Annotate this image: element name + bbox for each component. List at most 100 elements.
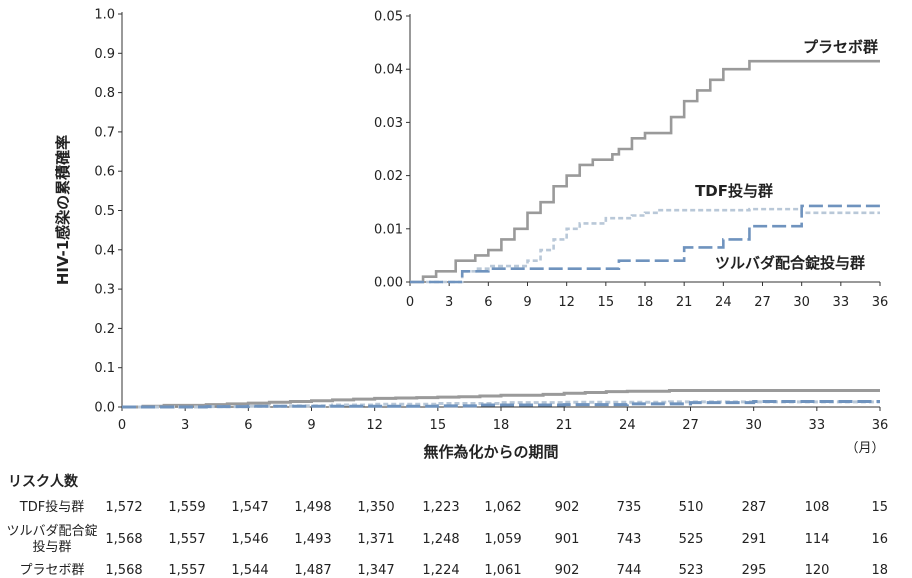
main-ytick-label: 0.0	[94, 401, 115, 416]
inset-ytick-label: 0.00	[374, 276, 403, 291]
risk-cell: 1,062	[484, 500, 521, 515]
inset-xtick-label: 6	[484, 295, 492, 310]
main-xtick-label: 30	[745, 418, 762, 433]
inset-ytick-label: 0.04	[374, 63, 403, 78]
main-y-ticks: 0.0 0.1 0.2 0.3 0.4 0.5 0.6 0.7 0.8 0.9 1.0	[94, 8, 122, 416]
inset-x-ticks: 0 3 6 9 12 15 18 21 24 27 30 33 36	[406, 282, 888, 310]
risk-cell: 1,546	[231, 532, 268, 547]
risk-rows: TDF投与群 1,572 1,559 1,547 1,498 1,350 1,223 1,06…	[6, 499, 888, 578]
risk-cell: 1,493	[294, 532, 331, 547]
series-label-tdf: TDF投与群	[695, 182, 773, 200]
main-ytick-label: 0.1	[94, 361, 115, 376]
risk-cell: 287	[742, 500, 767, 515]
main-ytick-label: 0.3	[94, 283, 115, 298]
risk-row-label: プラセボ群	[19, 563, 84, 578]
risk-cell: 1,572	[105, 500, 142, 515]
main-xtick-label: 21	[556, 418, 573, 433]
inset-xtick-label: 24	[715, 295, 732, 310]
inset-xtick-label: 27	[754, 295, 771, 310]
risk-cell: 523	[679, 563, 704, 578]
risk-cell: 1,350	[357, 500, 394, 515]
inset-ytick-label: 0.05	[374, 10, 403, 25]
y-axis-title: HIV-1感染の累積確率	[54, 135, 72, 285]
main-ytick-label: 0.8	[94, 86, 115, 101]
main-ytick-label: 0.4	[94, 243, 115, 258]
main-xtick-label: 36	[872, 418, 889, 433]
risk-cell: 18	[871, 563, 888, 578]
risk-cell: 120	[805, 563, 830, 578]
risk-cell: 1,061	[484, 563, 521, 578]
risk-cell: 1,557	[168, 532, 205, 547]
risk-cell: 743	[617, 532, 642, 547]
inset-y-ticks: 0.00 0.01 0.02 0.03 0.04 0.05	[374, 10, 410, 291]
inset-series-placebo	[410, 59, 880, 284]
risk-cell: 1,557	[168, 563, 205, 578]
main-series-placebo	[122, 388, 880, 409]
main-xtick-label: 3	[181, 418, 189, 433]
risk-cell: 902	[555, 500, 580, 515]
inset-xtick-label: 21	[676, 295, 693, 310]
main-x-ticks: 0 3 6 9 12 15 18 21 24 27 30 33 36	[118, 407, 888, 433]
risk-cell: 291	[742, 532, 767, 547]
main-ytick-label: 0.7	[94, 125, 115, 140]
risk-cell: 1,568	[105, 532, 142, 547]
main-series-lines	[122, 388, 880, 409]
risk-cell: 114	[805, 532, 830, 547]
risk-cell: 1,487	[294, 563, 331, 578]
risk-cell: 1,544	[231, 563, 268, 578]
inset-series-truvada	[410, 204, 880, 284]
risk-cell: 735	[617, 500, 642, 515]
inset-xtick-label: 0	[406, 295, 414, 310]
risk-table-title: リスク人数	[8, 473, 79, 490]
inset-xtick-label: 18	[637, 295, 654, 310]
risk-cell: 295	[742, 563, 767, 578]
risk-cell: 525	[679, 532, 704, 547]
inset-xtick-label: 12	[558, 295, 575, 310]
risk-cell: 1,347	[357, 563, 394, 578]
main-xtick-label: 0	[118, 418, 126, 433]
inset-ytick-label: 0.01	[374, 222, 403, 237]
x-axis-unit: （月）	[845, 441, 884, 456]
main-xtick-label: 15	[430, 418, 447, 433]
risk-cell: 16	[871, 532, 888, 547]
risk-cell: 1,371	[357, 532, 394, 547]
risk-cell: 1,059	[484, 532, 521, 547]
series-label-placebo: プラセボ群	[803, 38, 878, 56]
risk-row-label-line2: 投与群	[32, 539, 71, 555]
risk-cell: 108	[805, 500, 830, 515]
inset-xtick-label: 15	[598, 295, 615, 310]
risk-cell: 744	[617, 563, 642, 578]
main-ytick-label: 0.6	[94, 165, 115, 180]
main-xtick-label: 27	[682, 418, 699, 433]
main-ytick-label: 0.2	[94, 322, 115, 337]
main-ytick-label: 0.5	[94, 204, 115, 219]
risk-cell: 1,248	[422, 532, 459, 547]
inset-plot: 0.000.010.020.030.040.05 0 3 6 9 12 15 18 21 24 2…	[374, 10, 888, 311]
main-xtick-label: 12	[366, 418, 383, 433]
main-series-truvada	[122, 399, 880, 409]
inset-xtick-label: 30	[793, 295, 810, 310]
main-xtick-label: 6	[244, 418, 252, 433]
risk-cell: 1,559	[168, 500, 205, 515]
main-xtick-label: 9	[307, 418, 315, 433]
risk-cell: 1,223	[422, 500, 459, 515]
main-ytick-label: 0.9	[94, 47, 115, 62]
x-axis-title: 無作為化からの期間	[423, 443, 558, 461]
main-ytick-label: 1.0	[94, 8, 115, 23]
risk-table: リスク人数 TDF投与群 1,572 1,559 1,547 1,498 1,350 1,2…	[6, 473, 888, 578]
main-plot: 0.00.10.20.30.40.50.60.70.80.91.0 0 3 6 9 12…	[54, 8, 888, 462]
inset-series-lines	[410, 59, 880, 284]
series-label-truvada: ツルバダ配合錠投与群	[715, 254, 865, 272]
inset-xtick-label: 36	[872, 295, 889, 310]
risk-row-label: TDF投与群	[19, 499, 84, 515]
risk-cell: 1,547	[231, 500, 268, 515]
risk-cell: 1,498	[294, 500, 331, 515]
main-xtick-label: 18	[493, 418, 510, 433]
risk-row-label: ツルバダ配合錠	[6, 524, 97, 539]
inset-xtick-label: 9	[523, 295, 531, 310]
inset-ytick-label: 0.02	[374, 169, 403, 184]
main-xtick-label: 24	[619, 418, 636, 433]
inset-series-tdf	[410, 207, 880, 284]
risk-cell: 1,224	[422, 563, 459, 578]
